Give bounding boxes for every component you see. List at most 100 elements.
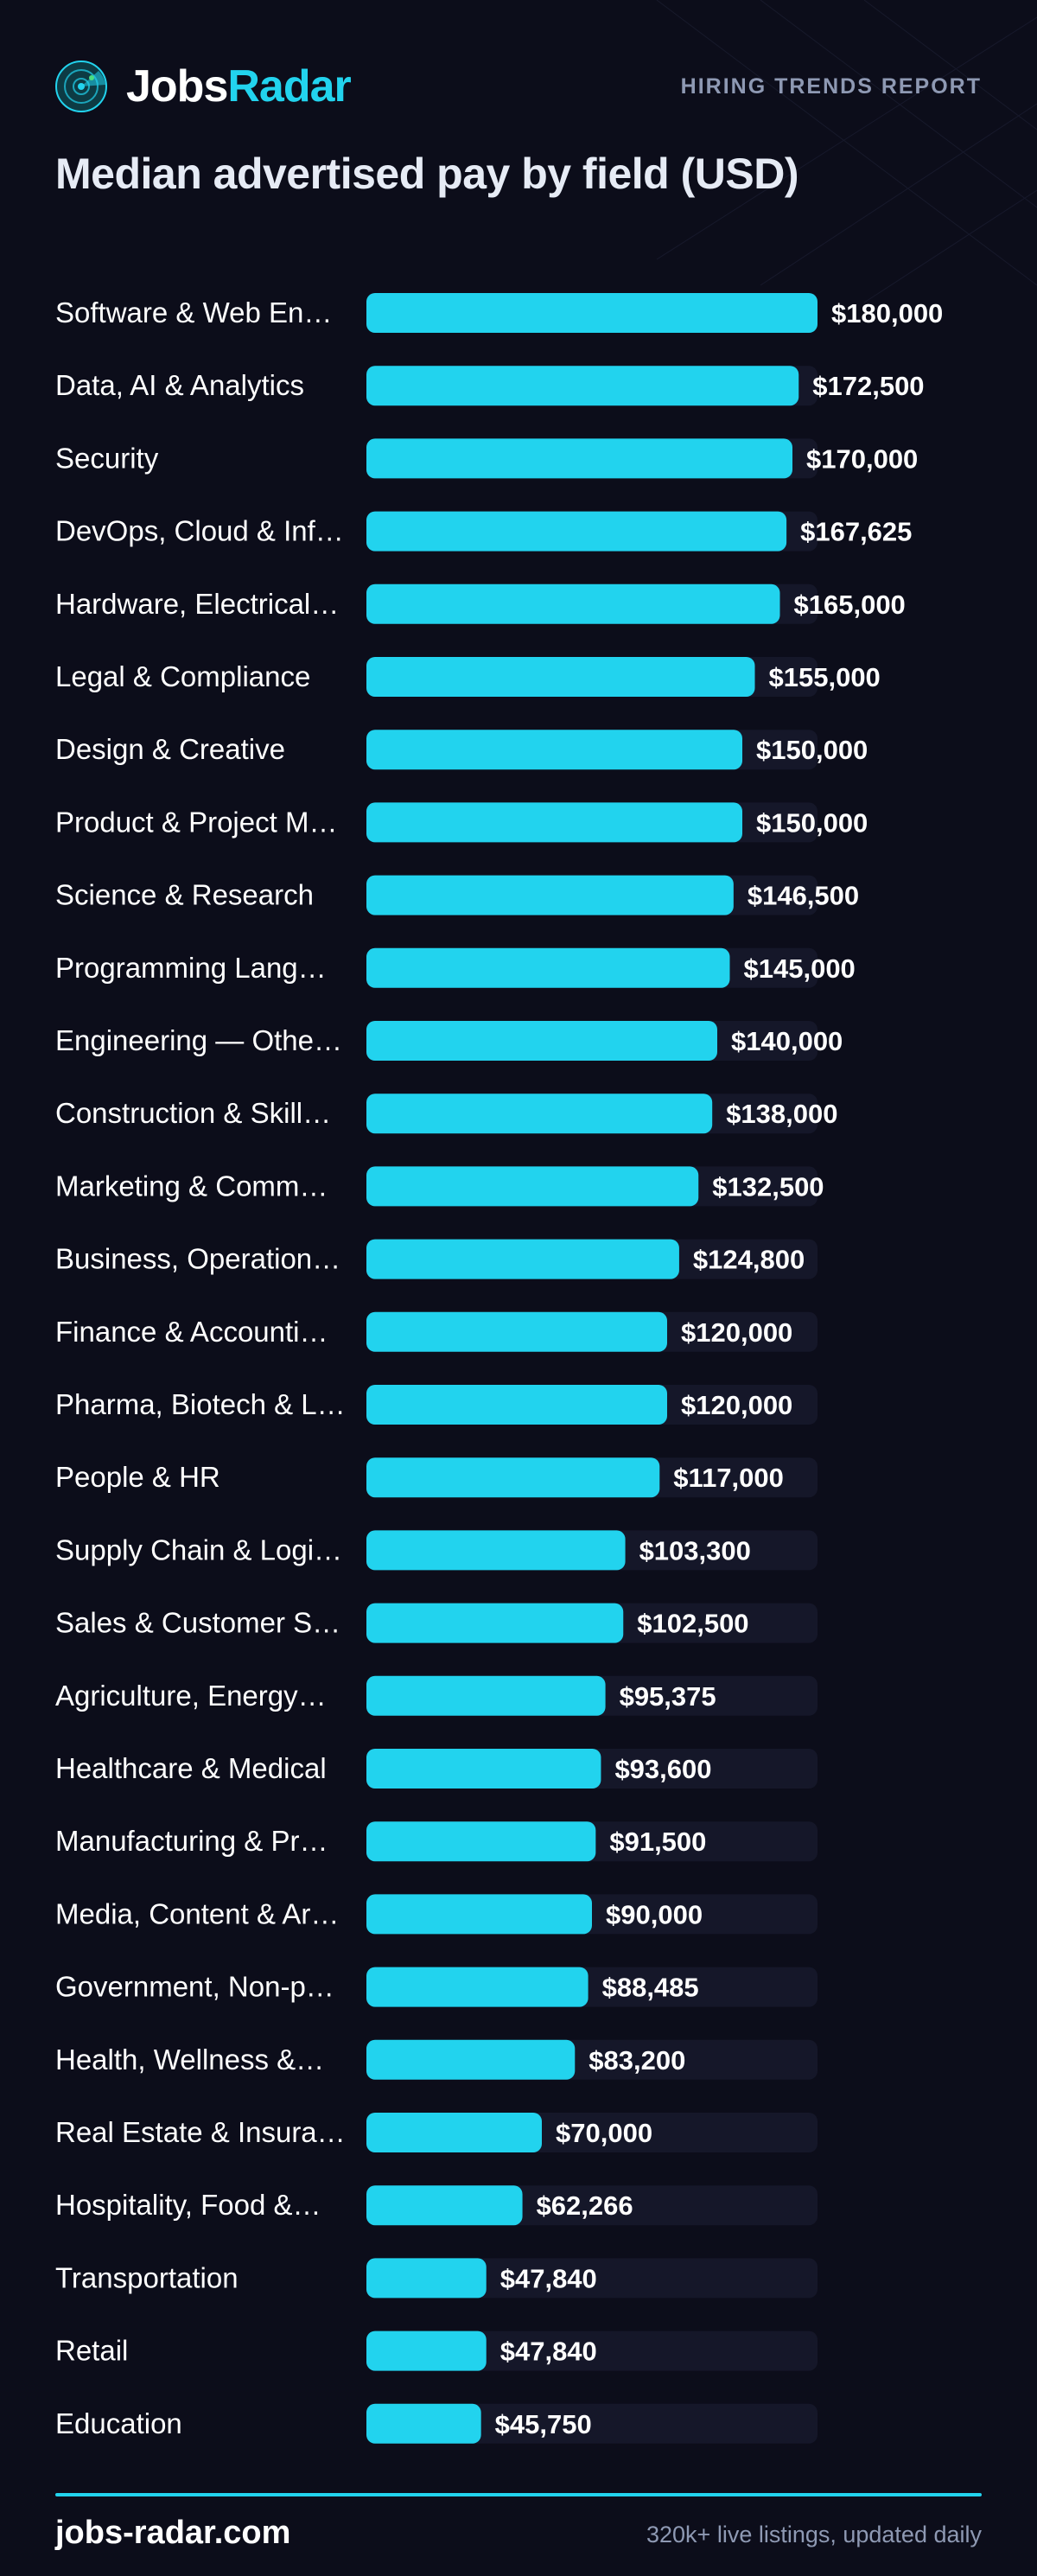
category-label: Real Estate & Insura… xyxy=(55,2116,346,2148)
value-label: $83,200 xyxy=(588,2045,685,2075)
brand-logo: JobsRadar xyxy=(126,61,352,112)
category-label: Transportation xyxy=(55,2261,239,2293)
category-label: Retail xyxy=(55,2335,128,2367)
value-label: $103,300 xyxy=(639,1535,751,1565)
category-label: Hardware, Electrical… xyxy=(55,588,339,620)
bar xyxy=(366,1385,667,1425)
bar xyxy=(366,947,730,988)
header: JobsRadar HIRING TRENDS REPORT xyxy=(55,59,982,114)
value-label: $180,000 xyxy=(831,298,943,328)
category-label: People & HR xyxy=(55,1461,220,1493)
value-label: $120,000 xyxy=(681,1390,792,1420)
category-label: Healthcare & Medical xyxy=(55,1752,327,1784)
value-label: $155,000 xyxy=(769,662,881,692)
value-label: $140,000 xyxy=(731,1026,843,1056)
category-label: Finance & Accounti… xyxy=(55,1316,328,1348)
bar xyxy=(366,2113,542,2152)
bar xyxy=(366,875,734,915)
value-label: $47,840 xyxy=(500,2337,597,2367)
brand-name-part2: Radar xyxy=(227,61,351,112)
value-label: $62,266 xyxy=(537,2190,633,2221)
value-label: $47,840 xyxy=(500,2263,597,2293)
category-label: Product & Project M… xyxy=(55,806,337,838)
bar xyxy=(366,293,818,333)
value-label: $124,800 xyxy=(693,1245,805,1275)
bar xyxy=(366,1894,592,1935)
value-label: $165,000 xyxy=(794,590,906,620)
bar xyxy=(366,511,787,552)
bar xyxy=(366,583,780,624)
bar xyxy=(366,1749,601,1789)
category-label: Hospitality, Food &… xyxy=(55,2189,321,2221)
value-label: $146,500 xyxy=(748,881,859,911)
bar xyxy=(366,1311,667,1352)
category-label: Construction & Skill… xyxy=(55,1097,331,1129)
category-label: Health, Wellness &… xyxy=(55,2044,324,2075)
category-label: Science & Research xyxy=(55,879,314,911)
category-label: Design & Creative xyxy=(55,733,285,765)
bar xyxy=(366,1530,626,1571)
bar xyxy=(366,1021,717,1061)
bar xyxy=(366,1821,596,1862)
category-label: Software & Web En… xyxy=(55,296,332,328)
value-label: $150,000 xyxy=(756,807,868,838)
value-label: $120,000 xyxy=(681,1317,792,1348)
value-label: $90,000 xyxy=(606,1899,703,1929)
bar xyxy=(366,1457,660,1498)
bar xyxy=(366,657,755,697)
bar xyxy=(366,366,799,406)
bar xyxy=(366,1094,713,1134)
value-label: $91,500 xyxy=(609,1827,706,1857)
brand-name-part1: Jobs xyxy=(126,61,228,112)
bar xyxy=(366,2258,487,2299)
bar xyxy=(366,1166,699,1207)
bar xyxy=(366,2331,487,2371)
value-label: $145,000 xyxy=(744,953,856,984)
bar xyxy=(366,1675,606,1716)
value-label: $88,485 xyxy=(602,1973,699,2003)
category-label: Engineering — Othe… xyxy=(55,1024,342,1056)
category-label: Legal & Compliance xyxy=(55,660,310,692)
category-label: Media, Content & Ar… xyxy=(55,1897,339,1929)
value-label: $45,750 xyxy=(495,2409,592,2439)
bar xyxy=(366,438,792,479)
value-label: $117,000 xyxy=(673,1463,784,1493)
footer-url[interactable]: jobs-radar.com xyxy=(55,2515,291,2551)
bar xyxy=(366,2185,523,2226)
category-label: Data, AI & Analytics xyxy=(55,369,304,401)
category-label: Security xyxy=(55,442,159,474)
category-label: Programming Lang… xyxy=(55,952,327,984)
bar xyxy=(366,802,742,843)
bar xyxy=(366,1239,679,1279)
footer-divider xyxy=(55,2493,982,2496)
value-label: $150,000 xyxy=(756,735,868,765)
bar xyxy=(366,2039,576,2080)
category-label: Supply Chain & Logi… xyxy=(55,1533,342,1565)
value-label: $132,500 xyxy=(712,1171,824,1202)
category-label: Business, Operation… xyxy=(55,1243,340,1275)
category-label: Sales & Customer S… xyxy=(55,1607,340,1639)
category-label: Government, Non-p… xyxy=(55,1971,334,2003)
value-label: $70,000 xyxy=(556,2118,652,2148)
radar-icon xyxy=(55,61,107,112)
bar xyxy=(366,730,742,770)
value-label: $93,600 xyxy=(614,1754,711,1784)
value-label: $95,375 xyxy=(620,1681,716,1712)
value-label: $170,000 xyxy=(806,443,918,474)
category-label: Manufacturing & Pr… xyxy=(55,1825,328,1857)
value-label: $102,500 xyxy=(637,1609,748,1639)
bar xyxy=(366,2403,481,2444)
category-label: Agriculture, Energy… xyxy=(55,1680,327,1712)
value-label: $172,500 xyxy=(812,371,924,401)
value-label: $167,625 xyxy=(800,517,912,547)
footer-note: 320k+ live listings, updated daily xyxy=(646,2522,982,2547)
bar xyxy=(366,1967,588,2007)
category-label: Pharma, Biotech & L… xyxy=(55,1388,346,1420)
bar xyxy=(366,1603,624,1643)
category-label: DevOps, Cloud & Inf… xyxy=(55,515,344,547)
category-label: Marketing & Comm… xyxy=(55,1170,328,1202)
category-label: Education xyxy=(55,2407,182,2439)
chart-title: Median advertised pay by field (USD) xyxy=(55,150,798,198)
report-tag: HIRING TRENDS REPORT xyxy=(680,74,982,99)
